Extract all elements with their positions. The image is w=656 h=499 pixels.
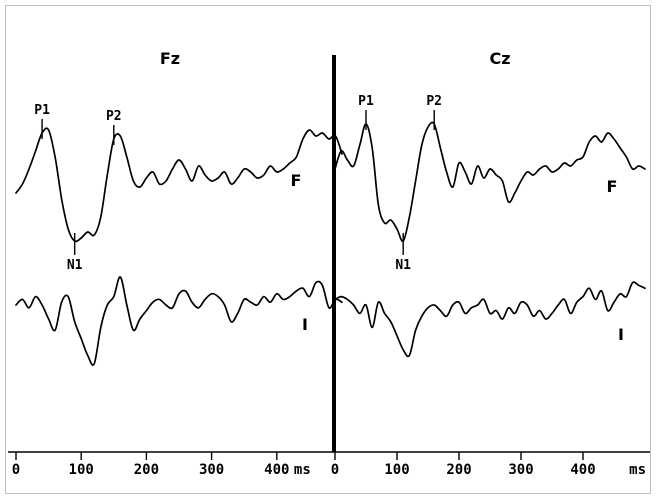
waveform-layer — [15, 121, 646, 366]
waveform-fz-f — [15, 127, 343, 243]
waveform-cz-i — [334, 281, 646, 358]
series-label-layer: F I F I — [291, 171, 624, 344]
peak-label-fz-p1: P1 — [34, 103, 50, 118]
axis-unit-fz: ms — [294, 462, 311, 478]
tick-label-cz-400: 400 — [570, 462, 595, 478]
series-label-cz-i: I — [618, 325, 624, 344]
series-label-cz-f: F — [607, 177, 618, 196]
series-label-fz-i: I — [302, 315, 308, 334]
tick-label-fz-0: 0 — [12, 462, 20, 478]
tick-label-cz-0: 0 — [331, 462, 339, 478]
waveform-fz-i — [15, 276, 343, 366]
peak-label-cz-p1: P1 — [358, 94, 374, 109]
peak-label-cz-p2: P2 — [426, 94, 442, 109]
waveform-cz-f — [334, 121, 646, 243]
peak-label-fz-p2: P2 — [106, 109, 122, 124]
peak-label-fz-n1: N1 — [67, 258, 83, 273]
tick-label-fz-400: 400 — [264, 462, 289, 478]
axis-unit-cz: ms — [629, 462, 646, 478]
tick-label-cz-300: 300 — [508, 462, 533, 478]
tick-label-fz-200: 200 — [134, 462, 159, 478]
tick-label-fz-300: 300 — [199, 462, 224, 478]
peak-label-cz-n1: N1 — [395, 258, 411, 273]
panel-title-cz: Cz — [489, 49, 510, 68]
panel-title-fz: Fz — [160, 49, 180, 68]
series-label-fz-f: F — [291, 171, 302, 190]
tick-label-fz-100: 100 — [69, 462, 94, 478]
tick-label-cz-200: 200 — [446, 462, 471, 478]
peak-label-layer: P1 N1 P2 P1 N1 P2 — [34, 94, 442, 273]
time-axis-ticks: 0 100 200 300 400 ms 0 100 200 300 400 ms — [12, 452, 646, 478]
tick-label-cz-100: 100 — [384, 462, 409, 478]
figure-frame — [5, 5, 651, 494]
